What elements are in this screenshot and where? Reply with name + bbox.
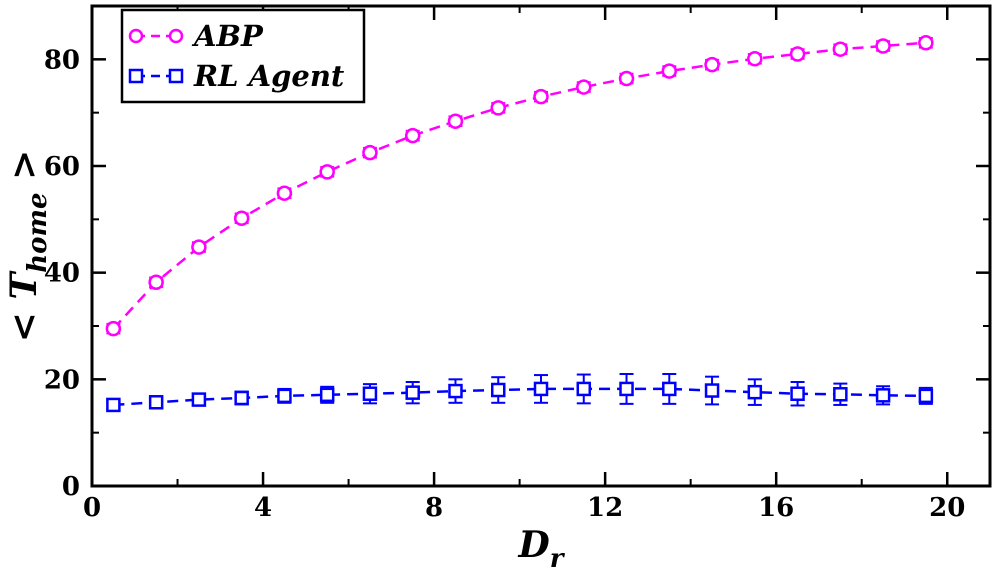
data-point [875,38,891,54]
x-tick-label: 12 [587,493,623,523]
data-point [533,88,549,105]
data-point [918,35,934,51]
data-point [789,46,806,62]
y-axis-title-left: < [3,300,45,343]
data-point [704,383,720,398]
legend-item-square: RL Agent [128,59,345,93]
data-point [576,381,592,397]
data-point [619,381,634,397]
y-tick-label: 40 [44,259,80,289]
data-point [277,388,292,404]
data-point [790,386,805,401]
legend-marker [168,28,184,44]
x-axis-title-main: D [518,524,550,566]
data-point [148,395,164,410]
legend-marker [128,68,144,84]
series-circle [105,35,934,337]
y-axis-title-right: > [3,150,45,193]
legend: ABP RL Agent [120,8,366,104]
data-point [661,63,678,79]
y-axis-title: < Thome > [3,150,53,343]
series-square [106,373,934,413]
data-point [319,387,335,403]
legend-items: ABP RL Agent [128,19,345,93]
x-tick-label: 20 [929,493,965,523]
legend-box [120,8,366,104]
data-point [533,381,549,397]
y-tick-label: 80 [44,45,80,75]
data-point [319,164,335,180]
data-point [234,390,249,406]
data-point [106,397,121,413]
y-tick-label: 0 [62,472,80,502]
data-point [662,381,677,397]
data-point [404,127,421,144]
data-point [276,185,293,201]
y-axis-title-sub: home [23,192,53,272]
plot-area [90,4,992,488]
y-axis-title-main: T [3,271,45,300]
data-point [618,70,635,87]
data-point [832,41,849,57]
data-point [490,100,506,116]
x-tick-label: 0 [83,493,101,523]
data-point [362,386,378,401]
data-point [918,388,934,404]
data-point [233,210,250,227]
y-tick-label: 60 [44,152,80,182]
legend-item-circle: ABP [128,19,264,53]
legend-marker [128,28,144,44]
data-point [148,274,164,291]
plot-frame [90,4,992,488]
axis-ticks: 0 4 8 12 16 20 0 20 40 60 80 [44,6,990,523]
data-point [704,56,720,73]
data-point [448,383,463,399]
data-point [747,384,763,400]
x-axis-title-sub: r [550,544,566,569]
data-point [447,113,464,129]
x-tick-label: 4 [254,493,272,523]
x-axis-title: Dr [518,524,566,569]
data-point [833,387,848,402]
data-point [875,388,891,403]
legend-marker [168,68,184,84]
legend-label: RL Agent [193,59,345,93]
data-point [490,382,506,398]
y-tick-label: 20 [44,365,80,395]
data-point [191,392,207,407]
legend-label: ABP [191,19,264,53]
data-point [105,320,122,337]
data-point [191,239,207,255]
data-point [405,385,420,400]
series-layer [105,35,934,413]
data-point [576,79,592,95]
x-tick-label: 16 [758,493,794,523]
data-point [362,144,378,161]
data-point [747,51,763,67]
x-tick-label: 8 [425,493,443,523]
